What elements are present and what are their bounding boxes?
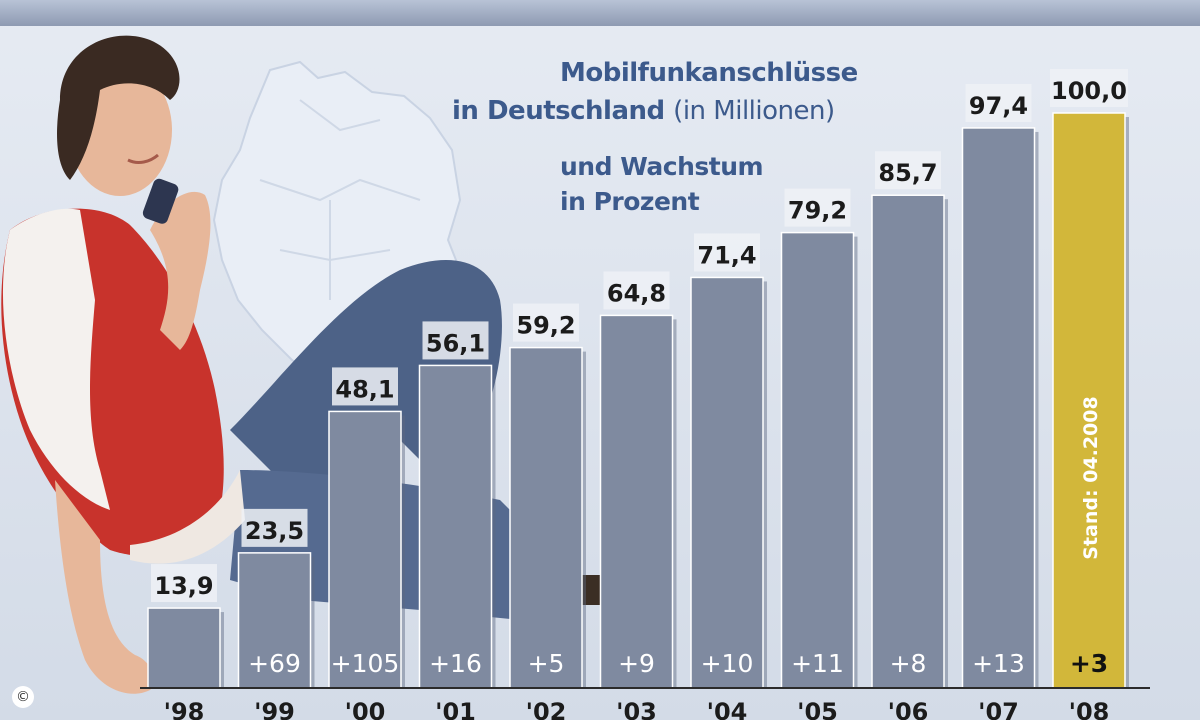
category-label: '98: [164, 698, 205, 720]
growth-label: +8: [890, 649, 927, 678]
bar: [147, 607, 221, 689]
growth-label: +5: [528, 649, 565, 678]
bar: [780, 231, 855, 689]
growth-label: +16: [429, 649, 482, 678]
value-label-bg: [241, 508, 308, 547]
chart-title-bold: in Deutschland: [452, 96, 665, 126]
value-label: 85,7: [878, 159, 937, 187]
growth-label: +9: [618, 649, 655, 678]
bar-group: 48,1 +105 '00: [328, 367, 405, 720]
chart-title-unit: (in Millionen): [673, 96, 835, 126]
highlight-note: Stand: 04.2008: [1080, 396, 1102, 559]
value-label: 71,4: [697, 241, 756, 269]
bar: [1052, 112, 1126, 689]
bar-group: 64,8 +9 '03: [599, 271, 677, 720]
value-label-bg: [603, 271, 670, 310]
growth-label: +69: [248, 649, 301, 678]
bar-group: 71,4 +10 '04: [690, 233, 767, 720]
category-label: '03: [616, 698, 657, 720]
bar-group: 97,4 +13 '07: [961, 83, 1039, 720]
bar: [690, 276, 764, 689]
bar-group: 79,2 +11 '05: [780, 188, 858, 720]
value-label-bg: [1050, 69, 1128, 107]
bar-group: 23,5 +69 '99: [237, 508, 315, 720]
bar-group: 100,0 +3 Stand: 04.2008 '08: [1050, 69, 1129, 720]
bar-group: 56,1 +16 '01: [418, 321, 496, 720]
value-label: 56,1: [426, 329, 485, 357]
value-label-bg: [784, 188, 851, 227]
value-label: 48,1: [335, 375, 394, 403]
growth-label: +13: [972, 649, 1025, 678]
value-label-bg: [422, 321, 489, 360]
category-label: '07: [978, 698, 1019, 720]
growth-label: +105: [331, 649, 400, 678]
category-label: '08: [1069, 698, 1110, 720]
value-label: 97,4: [969, 92, 1028, 120]
bar: [237, 552, 312, 689]
value-label-bg: [151, 564, 217, 603]
chart-title-line1: Mobilfunkanschlüsse: [560, 58, 858, 88]
value-label: 13,9: [154, 572, 213, 600]
value-label-bg: [875, 151, 941, 190]
category-label: '02: [526, 698, 567, 720]
bar: [328, 410, 402, 689]
value-label: 59,2: [516, 312, 575, 340]
value-label-bg: [965, 83, 1032, 122]
value-label-bg: [513, 303, 579, 342]
value-label: 23,5: [245, 517, 304, 545]
chart-title-line2: in Deutschland (in Millionen): [452, 96, 835, 126]
category-label: '01: [435, 698, 476, 720]
chart-subtitle-line1: und Wachstum: [560, 152, 764, 181]
bar: [509, 346, 583, 689]
growth-label: +11: [791, 649, 844, 678]
bar: [599, 314, 674, 689]
value-label-bg: [694, 233, 760, 272]
category-label: '99: [254, 698, 295, 720]
value-label-bg: [332, 367, 398, 406]
category-label: '06: [888, 698, 929, 720]
bar-group: 13,9 '98: [147, 564, 224, 720]
growth-label: +3: [1070, 649, 1108, 678]
copyright-icon: ©: [12, 686, 34, 708]
bar-group: 59,2 +5 '02: [509, 303, 586, 720]
bar-group: 85,7 +8 '06: [871, 151, 948, 720]
bar: [961, 127, 1036, 689]
bar: [871, 194, 945, 689]
chart-subtitle-line2: in Prozent: [560, 187, 700, 216]
value-label: 64,8: [607, 279, 666, 307]
value-label: 79,2: [788, 197, 847, 225]
bar: [418, 364, 493, 689]
value-label: 100,0: [1051, 77, 1127, 105]
growth-label: +10: [701, 649, 754, 678]
category-label: '04: [707, 698, 748, 720]
category-label: '00: [345, 698, 386, 720]
category-label: '05: [797, 698, 838, 720]
top-banner: [0, 0, 1200, 26]
